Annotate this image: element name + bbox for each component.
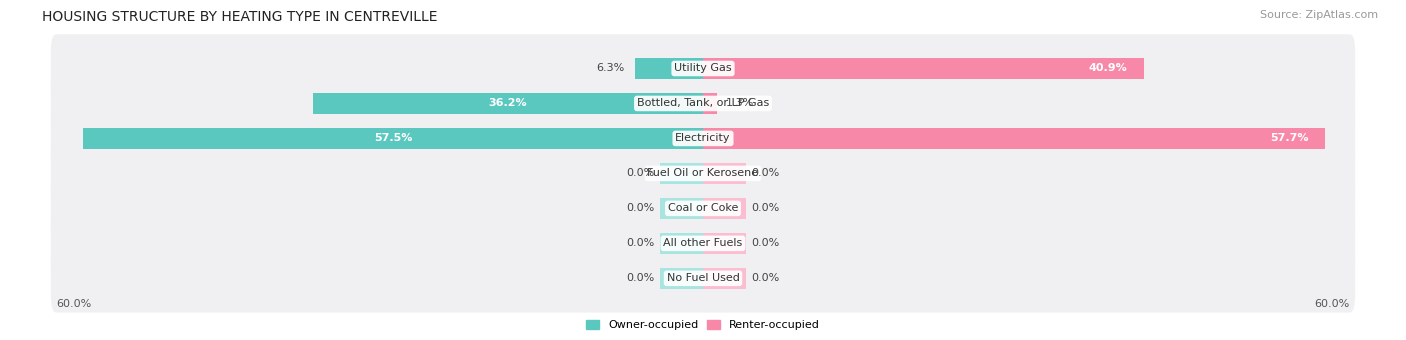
Text: 6.3%: 6.3% bbox=[596, 64, 624, 73]
Bar bbox=[659, 198, 703, 219]
Text: 57.7%: 57.7% bbox=[1270, 133, 1309, 143]
Bar bbox=[703, 198, 747, 219]
Text: 0.0%: 0.0% bbox=[752, 168, 780, 179]
Bar bbox=[703, 163, 747, 184]
Legend: Owner-occupied, Renter-occupied: Owner-occupied, Renter-occupied bbox=[581, 315, 825, 335]
Bar bbox=[703, 128, 1324, 149]
Text: Bottled, Tank, or LP Gas: Bottled, Tank, or LP Gas bbox=[637, 99, 769, 108]
Text: No Fuel Used: No Fuel Used bbox=[666, 273, 740, 283]
Text: 0.0%: 0.0% bbox=[626, 203, 655, 214]
Text: All other Fuels: All other Fuels bbox=[664, 238, 742, 248]
Text: 0.0%: 0.0% bbox=[752, 203, 780, 214]
Bar bbox=[659, 268, 703, 289]
Text: 0.0%: 0.0% bbox=[626, 168, 655, 179]
FancyBboxPatch shape bbox=[51, 209, 1355, 278]
Bar bbox=[659, 163, 703, 184]
Text: 57.5%: 57.5% bbox=[374, 133, 412, 143]
Text: 60.0%: 60.0% bbox=[1315, 299, 1350, 309]
Bar bbox=[312, 93, 703, 114]
Bar bbox=[636, 58, 703, 79]
Bar bbox=[703, 268, 747, 289]
Text: 1.3%: 1.3% bbox=[725, 99, 754, 108]
Text: Source: ZipAtlas.com: Source: ZipAtlas.com bbox=[1260, 10, 1378, 20]
Bar bbox=[659, 233, 703, 254]
Text: HOUSING STRUCTURE BY HEATING TYPE IN CENTREVILLE: HOUSING STRUCTURE BY HEATING TYPE IN CEN… bbox=[42, 10, 437, 24]
FancyBboxPatch shape bbox=[51, 34, 1355, 103]
Text: 0.0%: 0.0% bbox=[626, 238, 655, 248]
Text: 40.9%: 40.9% bbox=[1090, 64, 1128, 73]
Text: Utility Gas: Utility Gas bbox=[675, 64, 731, 73]
Bar bbox=[703, 58, 1144, 79]
FancyBboxPatch shape bbox=[51, 244, 1355, 312]
Text: Fuel Oil or Kerosene: Fuel Oil or Kerosene bbox=[647, 168, 759, 179]
Bar bbox=[83, 128, 703, 149]
Text: 60.0%: 60.0% bbox=[56, 299, 91, 309]
Bar bbox=[703, 233, 747, 254]
Text: 0.0%: 0.0% bbox=[626, 273, 655, 283]
FancyBboxPatch shape bbox=[51, 69, 1355, 138]
FancyBboxPatch shape bbox=[51, 139, 1355, 208]
Bar bbox=[703, 93, 717, 114]
Text: 0.0%: 0.0% bbox=[752, 238, 780, 248]
Text: 36.2%: 36.2% bbox=[488, 99, 527, 108]
Text: 0.0%: 0.0% bbox=[752, 273, 780, 283]
FancyBboxPatch shape bbox=[51, 104, 1355, 173]
FancyBboxPatch shape bbox=[51, 174, 1355, 243]
Text: Coal or Coke: Coal or Coke bbox=[668, 203, 738, 214]
Text: Electricity: Electricity bbox=[675, 133, 731, 143]
